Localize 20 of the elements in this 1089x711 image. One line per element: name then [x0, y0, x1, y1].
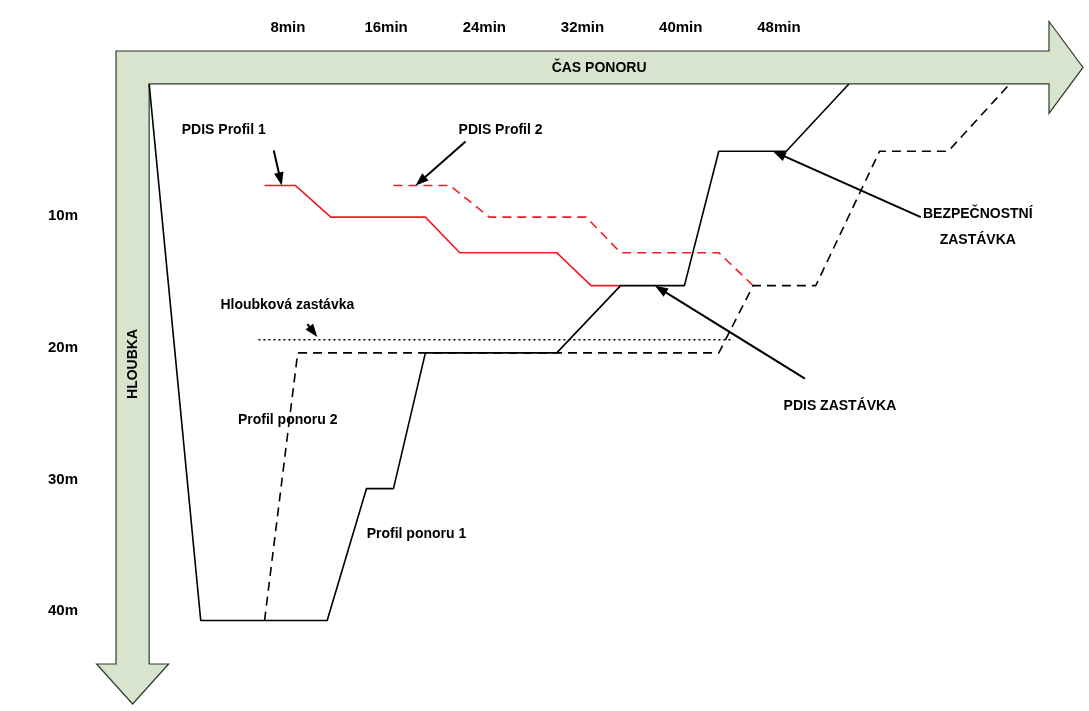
y-axis-title: HLOUBKA — [124, 328, 141, 399]
y-tick-label: 20m — [47, 337, 79, 355]
x-tick-label: 48min — [757, 18, 801, 36]
series-label: Profil ponoru 1 — [366, 524, 467, 541]
x-axis-title: ČAS PONORU — [551, 58, 647, 76]
x-tick-label: 8min — [270, 18, 306, 36]
annotation: PDIS Profil 1 — [181, 121, 266, 138]
y-tick-label: 30m — [47, 469, 79, 487]
annotation: Hloubková zastávka — [220, 295, 355, 312]
y-tick-label: 10m — [47, 205, 79, 223]
annotation: PDIS Profil 2 — [458, 121, 543, 138]
line-series — [392, 184, 754, 287]
x-tick-label: 40min — [659, 18, 703, 36]
x-tick-label: 24min — [462, 18, 506, 36]
x-tick-label: 16min — [364, 18, 408, 36]
series-label: Profil ponoru 2 — [237, 410, 338, 427]
annotation: PDIS ZASTÁVKA — [783, 396, 897, 413]
annotation: BEZPEČNOSTNÍ ZASTÁVKA — [922, 204, 1034, 248]
y-tick-label: 40m — [47, 601, 79, 619]
x-tick-label: 32min — [560, 18, 605, 36]
